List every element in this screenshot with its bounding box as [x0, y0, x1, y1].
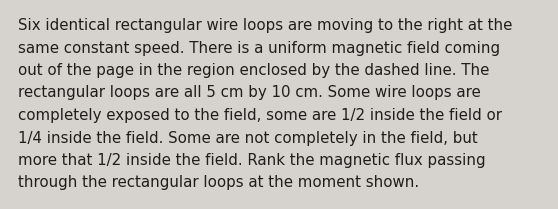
Text: 1/4 inside the field. Some are not completely in the field, but: 1/4 inside the field. Some are not compl…: [18, 130, 478, 145]
Text: rectangular loops are all 5 cm by 10 cm. Some wire loops are: rectangular loops are all 5 cm by 10 cm.…: [18, 85, 481, 101]
Text: Six identical rectangular wire loops are moving to the right at the: Six identical rectangular wire loops are…: [18, 18, 512, 33]
Text: same constant speed. There is a uniform magnetic field coming: same constant speed. There is a uniform …: [18, 41, 500, 56]
Text: completely exposed to the field, some are 1/2 inside the field or: completely exposed to the field, some ar…: [18, 108, 502, 123]
Text: through the rectangular loops at the moment shown.: through the rectangular loops at the mom…: [18, 176, 419, 190]
Text: more that 1/2 inside the field. Rank the magnetic flux passing: more that 1/2 inside the field. Rank the…: [18, 153, 485, 168]
Text: out of the page in the region enclosed by the dashed line. The: out of the page in the region enclosed b…: [18, 63, 489, 78]
